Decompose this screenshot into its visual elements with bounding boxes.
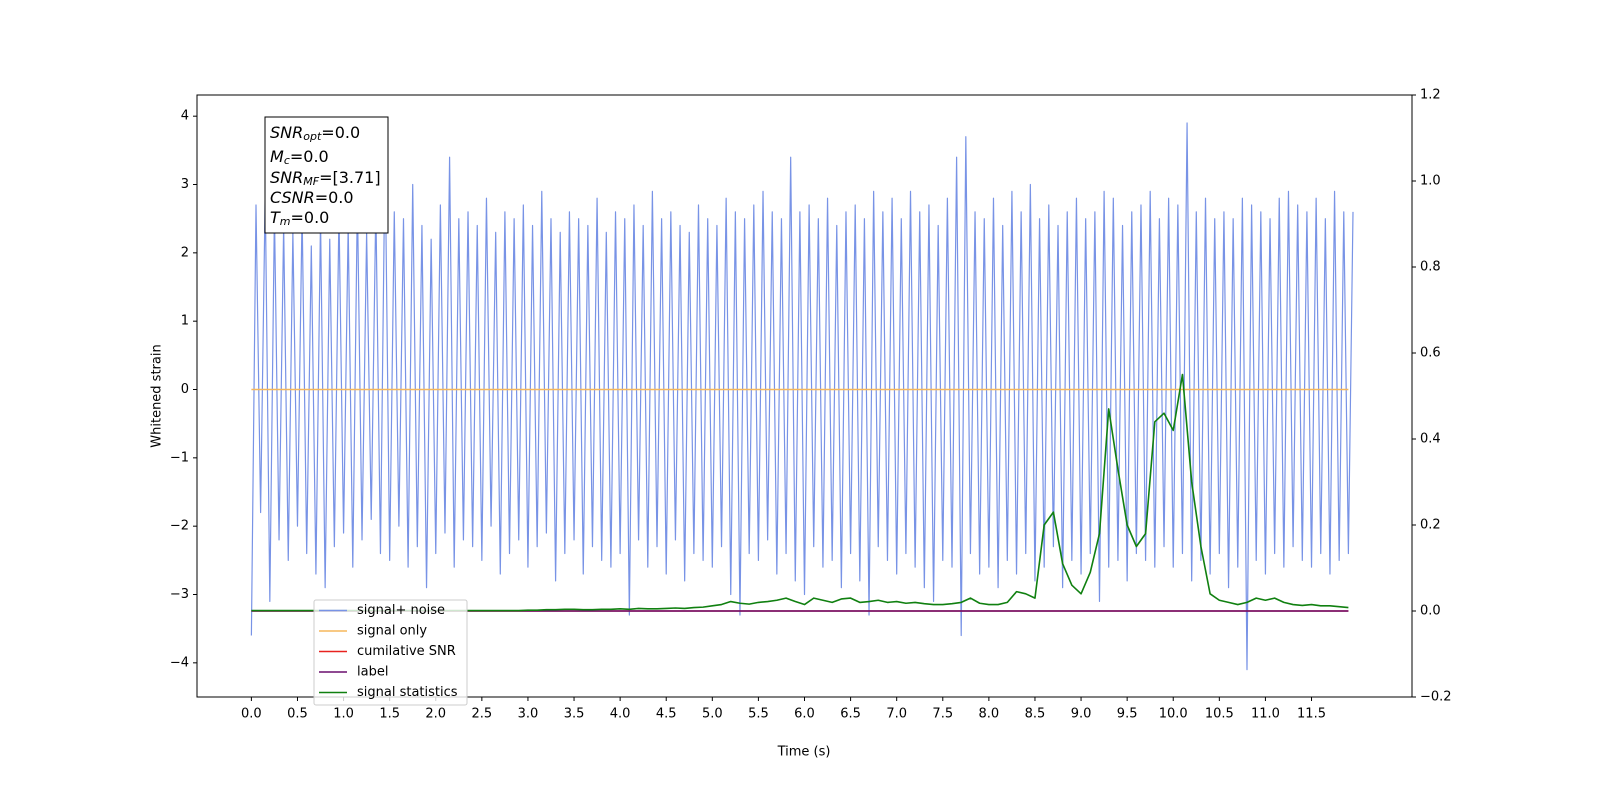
x-tick-label: 7.5 — [932, 707, 953, 722]
legend-box — [313, 599, 468, 706]
y-tick-label: −4 — [170, 655, 189, 670]
annotation-base: SNR — [270, 168, 303, 187]
annotation-base: T — [270, 208, 281, 227]
legend-label: label — [357, 665, 388, 680]
y2-tick-label: 0.0 — [1420, 604, 1441, 619]
y-tick-label: 1 — [181, 314, 189, 329]
x-tick-label: 3.5 — [564, 707, 585, 722]
x-tick-label: 10.0 — [1159, 707, 1188, 722]
x-tick-label: 1.0 — [333, 707, 354, 722]
annotation-rest: =[3.71] — [319, 168, 381, 187]
y-tick-label: 0 — [181, 382, 189, 397]
legend-label: signal statistics — [357, 685, 458, 700]
y2-tick-label: 1.0 — [1420, 174, 1441, 189]
x-tick-label: 7.0 — [886, 707, 907, 722]
plot-frame — [196, 94, 1413, 698]
annotation-line: CSNR=0.0 — [270, 188, 354, 207]
annotation-base: CSNR — [270, 188, 315, 207]
x-tick-label: 10.5 — [1205, 707, 1234, 722]
x-tick-label: 5.5 — [748, 707, 769, 722]
annotation-sub: m — [280, 215, 291, 228]
x-tick-label: 4.5 — [656, 707, 677, 722]
x-tick-label: 11.0 — [1251, 707, 1280, 722]
annotation-line: Tm=0.0 — [270, 208, 329, 229]
annotation-sub: c — [284, 154, 290, 167]
annotation-box — [264, 116, 389, 234]
x-tick-label: 11.5 — [1297, 707, 1326, 722]
legend-label: cumilative SNR — [357, 644, 456, 659]
y2-tick-label: 1.2 — [1420, 88, 1441, 103]
x-tick-label: 2.0 — [425, 707, 446, 722]
x-tick-label: 5.0 — [702, 707, 723, 722]
y-tick-label: −3 — [170, 587, 189, 602]
annotation-line: SNRopt=0.0 — [270, 123, 360, 144]
y2-tick-label: −0.2 — [1420, 690, 1452, 705]
annotation-line: SNRMF=[3.71] — [270, 168, 381, 189]
annotation-line: Mc=0.0 — [270, 147, 329, 168]
y-tick-label: 3 — [181, 177, 189, 192]
annotation-rest: =0.0 — [291, 208, 330, 227]
y2-tick-label: 0.6 — [1420, 346, 1441, 361]
x-tick-label: 4.0 — [610, 707, 631, 722]
x-tick-label: 1.5 — [379, 707, 400, 722]
annotation-base: M — [270, 147, 284, 166]
x-tick-label: 0.0 — [241, 707, 262, 722]
x-tick-label: 6.5 — [840, 707, 861, 722]
x-tick-label: 0.5 — [287, 707, 308, 722]
x-tick-label: 9.5 — [1117, 707, 1138, 722]
series-line — [250, 122, 1354, 671]
x-tick-label: 9.0 — [1071, 707, 1092, 722]
x-axis-label: Time (s) — [777, 745, 831, 760]
y-tick-label: −1 — [170, 450, 189, 465]
annotation-base: SNR — [270, 123, 303, 142]
legend-label: signal+ noise — [357, 603, 445, 618]
y2-tick-label: 0.8 — [1420, 260, 1441, 275]
annotation-rest: =0.0 — [315, 188, 354, 207]
annotation-sub: MF — [303, 175, 319, 188]
x-tick-label: 6.0 — [794, 707, 815, 722]
annotation-rest: =0.0 — [321, 123, 360, 142]
y-tick-label: 4 — [181, 109, 189, 124]
x-tick-label: 2.5 — [472, 707, 493, 722]
y2-tick-label: 0.2 — [1420, 518, 1441, 533]
x-tick-label: 3.0 — [518, 707, 539, 722]
x-tick-label: 8.5 — [1025, 707, 1046, 722]
annotation-sub: opt — [303, 130, 322, 143]
legend-label: signal only — [357, 624, 427, 639]
x-tick-label: 8.0 — [979, 707, 1000, 722]
y-tick-label: −2 — [170, 519, 189, 534]
y2-tick-label: 0.4 — [1420, 432, 1441, 447]
y-tick-label: 2 — [181, 245, 189, 260]
y-axis-label: Whitened strain — [150, 344, 165, 447]
annotation-rest: =0.0 — [290, 147, 329, 166]
